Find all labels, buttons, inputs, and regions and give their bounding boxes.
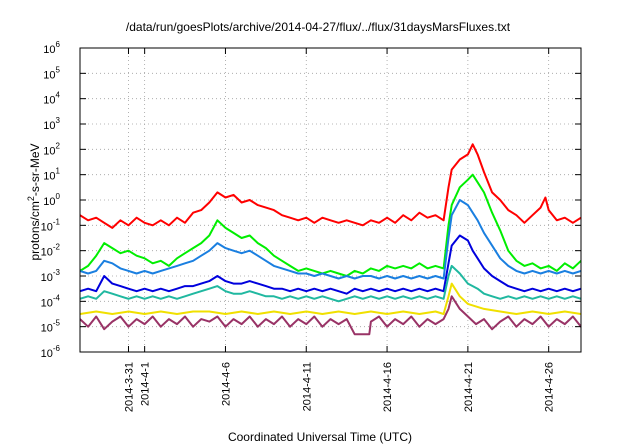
chart-title: /data/run/goesPlots/archive/2014-04-27/f… [126,20,511,34]
series-line [80,173,581,277]
plot-frame [79,47,582,353]
y-tick-label: 10-3 [41,268,61,284]
y-tick-label: 10-1 [41,217,61,233]
x-tick-label: 2014-4-6 [220,362,232,406]
y-tick-label: 10-2 [41,243,61,259]
y-tick-label: 104 [43,91,60,107]
series-line [80,199,581,280]
series-line [80,143,581,229]
series-line [80,282,581,315]
y-tick-label: 10-5 [41,319,61,335]
y-tick-label: 101 [43,167,60,183]
y-axis-label: protons/cm2-s-sr-MeV [26,143,42,260]
series-line [80,234,581,295]
series-lines [80,143,581,336]
x-tick-label: 2014-4-16 [382,362,394,412]
x-axis-label: Coordinated Universal Time (UTC) [228,430,412,444]
x-tick-label: 2014-4-1 [140,362,152,406]
y-tick-label: 10-6 [41,344,61,360]
y-tick-label: 100 [43,192,60,208]
y-tick-label: 106 [43,40,60,56]
y-tick-label: 102 [43,141,60,157]
x-tick-label: 2014-4-11 [301,362,313,411]
series-line [80,264,581,303]
y-tick-label: 105 [43,65,60,81]
y-tick-label: 10-4 [41,293,61,309]
series-line [80,295,581,336]
x-tick-label: 2014-3-31 [123,362,135,412]
x-tick-label: 2014-4-21 [463,362,475,412]
grid-lines [80,48,581,352]
y-tick-label: 103 [43,116,60,132]
x-axis-ticks: 2014-3-31 2014-4-1 2014-4-6 2014-4-11 2014-4… [123,48,556,412]
x-tick-label: 2014-4-26 [544,362,556,412]
y-axis-ticks: 10-6 10-5 10-4 10-3 10-2 10-1 100 101 102 103 104 1… [41,40,581,360]
